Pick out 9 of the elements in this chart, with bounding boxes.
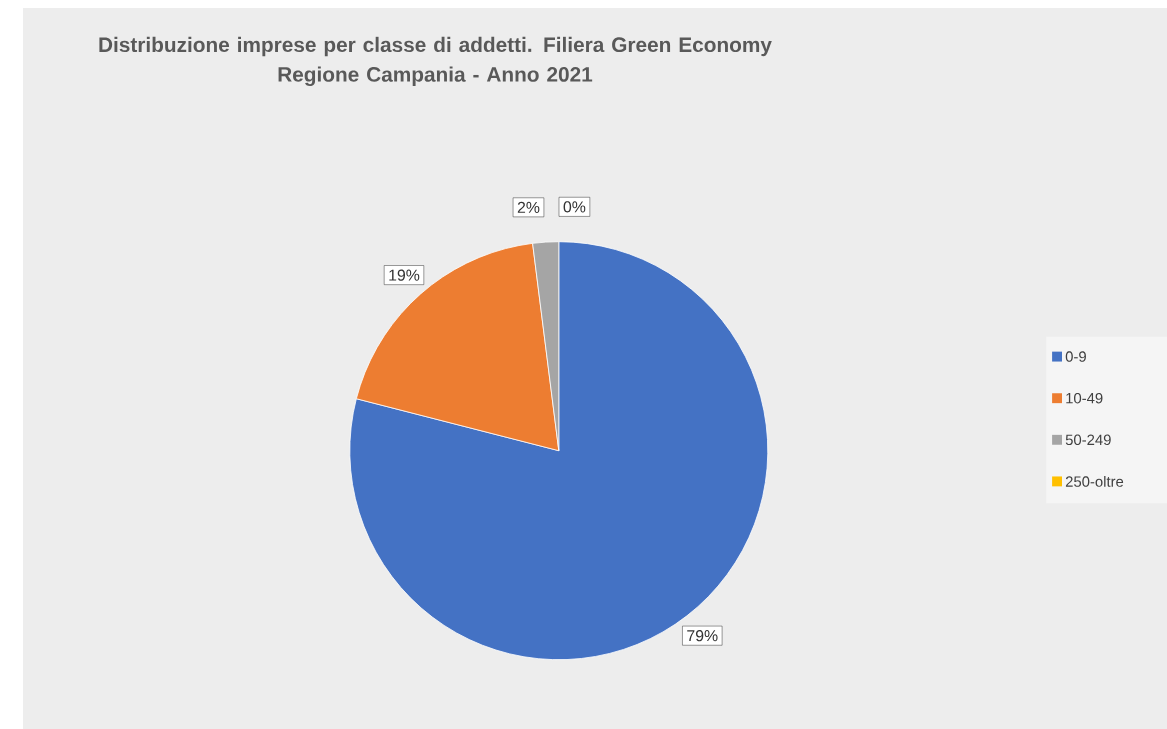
data-label: 19% — [389, 269, 420, 281]
legend-label: 50-249 — [1065, 434, 1111, 446]
data-label: 79% — [687, 630, 718, 642]
chart-title: Distribuzione imprese per classe di addetti. Filiera Green Economy Regione Campania - Anno 2021 — [99, 36, 772, 86]
text: 0% — [563, 201, 586, 213]
data-label: 2% — [517, 201, 540, 213]
legend-label: 10-49 — [1066, 392, 1103, 404]
legend-label: 250-oltre — [1065, 475, 1124, 487]
legend-label: 0-9 — [1065, 351, 1086, 362]
